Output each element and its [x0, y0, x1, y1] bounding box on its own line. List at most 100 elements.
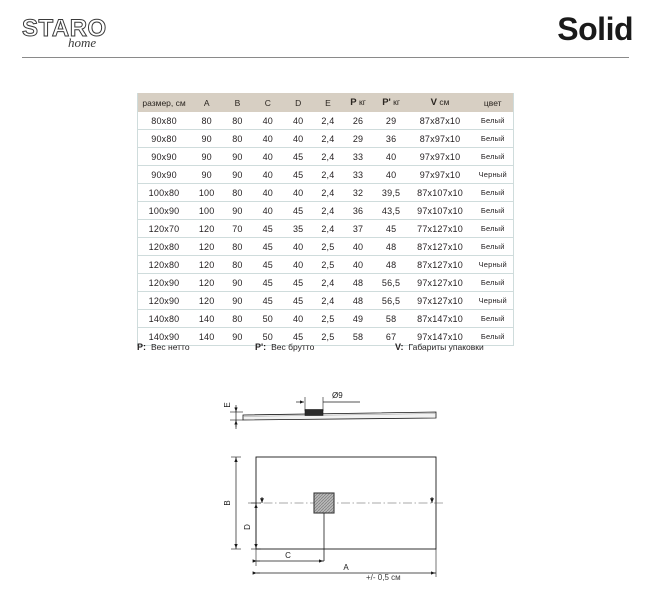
- table-header: размер, см A B C D E P кг P' кг V см цве…: [137, 93, 514, 112]
- tray-profile-outline: [242, 411, 437, 421]
- col-a: 140: [198, 331, 215, 342]
- col-weight-net: 26: [352, 115, 364, 126]
- col-e: 2,5: [321, 331, 335, 342]
- col-color: Белый: [480, 206, 505, 215]
- col-b: 70: [232, 223, 243, 234]
- col-size: 120x90: [148, 295, 180, 306]
- col-header-package-dims: V см: [409, 93, 472, 112]
- table-legend: P: Вес нетто P': Вес брутто V: Габариты упа…: [137, 342, 537, 358]
- col-b: 90: [232, 295, 243, 306]
- col-a: 100: [198, 205, 215, 216]
- table-left-border: [137, 93, 138, 346]
- dim-label-a: A: [343, 563, 349, 572]
- table-row: 120x80 120 80 45 40 2,5 40 48 87x127x10 Черный: [137, 256, 514, 274]
- col-d: 45: [292, 277, 304, 288]
- col-b: 90: [232, 151, 243, 162]
- col-d: 45: [292, 295, 304, 306]
- col-header-size: размер, см: [142, 97, 186, 108]
- table-row: 120x80 120 80 45 40 2,5 40 48 87x127x10 Белый: [137, 238, 514, 256]
- col-weight-gross: 40: [385, 169, 397, 180]
- col-b: 80: [232, 133, 243, 144]
- table-body: 80x80 80 80 40 40 2,4 26 29 87x87x10 Белый 90x80 90…: [137, 112, 514, 346]
- col-color: Черный: [478, 170, 507, 179]
- col-d: 45: [292, 169, 304, 180]
- table-row: 80x80 80 80 40 40 2,4 26 29 87x87x10 Белый: [137, 112, 514, 130]
- col-a: 120: [198, 241, 215, 252]
- col-weight-net: 33: [352, 169, 364, 180]
- col-weight-gross: 36: [385, 133, 397, 144]
- col-size: 100x80: [148, 187, 180, 198]
- col-weight-net: 48: [352, 277, 364, 288]
- col-color: Белый: [480, 314, 505, 323]
- col-e: 2,5: [321, 259, 335, 270]
- col-d: 40: [292, 241, 304, 252]
- col-c: 45: [262, 277, 273, 288]
- drain-boss-section: [304, 409, 324, 416]
- col-a: 120: [198, 277, 215, 288]
- table-row: 140x90 140 90 50 45 2,5 58 67 97x147x10 Белый: [137, 328, 514, 346]
- tray-profile-inner-line: [242, 413, 437, 417]
- table-row: 120x70 120 70 45 35 2,4 37 45 77x127x10 Белый: [137, 220, 514, 238]
- col-size: 120x90: [148, 277, 180, 288]
- legend-text-p: Вес нетто: [151, 342, 190, 352]
- drawings-svg: E Ø9 B: [223, 391, 444, 577]
- page-header: STARO home Solid: [0, 0, 651, 60]
- col-package-dims: 87x127x10: [417, 241, 463, 252]
- col-a: 90: [201, 151, 212, 162]
- technical-drawings: E Ø9 B: [0, 385, 651, 600]
- col-a: 90: [201, 169, 212, 180]
- col-size: 120x70: [148, 223, 180, 234]
- col-b: 90: [232, 277, 243, 288]
- col-c: 40: [262, 187, 273, 198]
- col-size: 90x90: [151, 151, 177, 162]
- col-e: 2,4: [321, 115, 335, 126]
- col-package-dims: 87x127x10: [417, 259, 463, 270]
- table-row: 120x90 120 90 45 45 2,4 48 56,5 97x127x10 Черный: [137, 292, 514, 310]
- col-color: Белый: [480, 152, 505, 161]
- col-weight-gross: 39,5: [381, 187, 401, 198]
- legend-text-v: Габариты упаковки: [408, 342, 484, 352]
- col-color: Белый: [480, 116, 505, 125]
- col-package-dims: 87x147x10: [417, 313, 463, 324]
- logo-subtitle: home: [68, 35, 97, 50]
- col-header-b: B: [234, 97, 241, 108]
- col-header-e: E: [325, 97, 331, 108]
- col-weight-gross: 48: [385, 259, 397, 270]
- side-view-drawing: E Ø9: [223, 391, 437, 429]
- col-c: 40: [262, 115, 273, 126]
- col-weight-net: 49: [352, 313, 364, 324]
- legend-key-v: V:: [395, 342, 404, 352]
- col-b: 80: [232, 313, 243, 324]
- col-package-dims: 97x127x10: [417, 295, 463, 306]
- col-b: 90: [232, 331, 243, 342]
- col-package-dims: 97x97x10: [419, 169, 461, 180]
- table-row: 140x80 140 80 50 40 2,5 49 58 87x147x10 Белый: [137, 310, 514, 328]
- legend-item-package-dims: V: Габариты упаковки: [395, 342, 484, 352]
- col-color: Белый: [480, 242, 505, 251]
- col-header-pp-symbol: P': [382, 97, 391, 108]
- col-d: 45: [292, 151, 304, 162]
- dim-label-d: D: [243, 524, 252, 530]
- col-size: 120x80: [148, 259, 180, 270]
- dim-label-drain-diameter: Ø9: [332, 391, 343, 400]
- col-package-dims: 97x107x10: [417, 205, 463, 216]
- col-package-dims: 97x127x10: [417, 277, 463, 288]
- col-header-p-symbol: P: [350, 97, 357, 108]
- col-weight-gross: 40: [385, 151, 397, 162]
- col-size: 140x80: [148, 313, 180, 324]
- col-weight-net: 36: [352, 205, 364, 216]
- col-weight-gross: 56,5: [381, 295, 401, 306]
- col-d: 45: [292, 331, 304, 342]
- col-c: 45: [262, 295, 273, 306]
- col-weight-net: 40: [352, 259, 364, 270]
- col-weight-gross: 67: [385, 331, 397, 342]
- col-header-a: A: [203, 97, 210, 108]
- brand-logo: STARO home: [22, 16, 137, 51]
- legend-item-gross-weight: P': Вес брутто: [255, 342, 314, 352]
- col-weight-gross: 48: [385, 241, 397, 252]
- col-header-v-unit: см: [439, 97, 450, 107]
- col-d: 45: [292, 205, 304, 216]
- col-weight-net: 58: [352, 331, 364, 342]
- col-header-pp-unit: кг: [393, 97, 400, 107]
- col-size: 90x80: [151, 133, 177, 144]
